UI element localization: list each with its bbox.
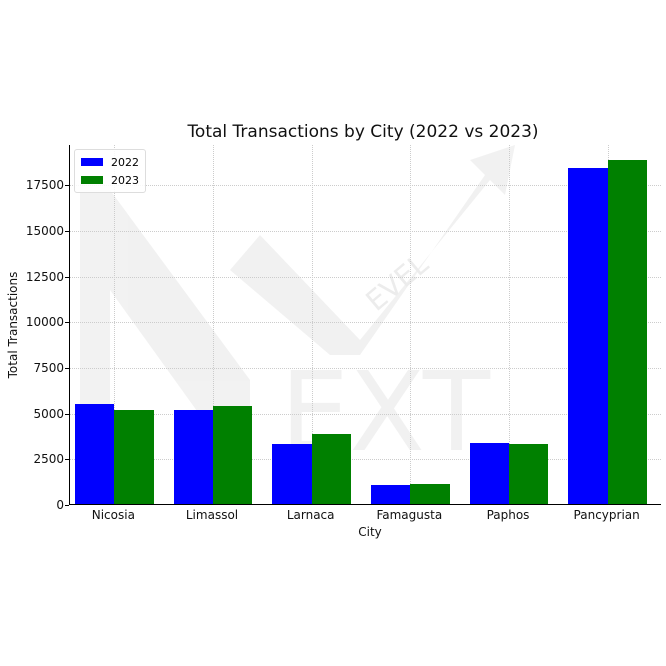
y-tick-mark <box>65 505 69 506</box>
x-tick-label: Famagusta <box>376 508 443 522</box>
bar-nicosia-2022 <box>74 404 115 504</box>
legend-item-2022: 2022 <box>81 153 139 171</box>
grid-line-h <box>70 367 661 369</box>
x-tick-label: Limassol <box>185 508 239 522</box>
grid-line-v <box>114 145 116 504</box>
grid-line-h <box>70 459 661 461</box>
y-tick-mark <box>65 413 69 415</box>
bar-paphos-2023 <box>509 443 549 504</box>
grid-line-h <box>70 230 661 232</box>
bar-paphos-2022 <box>469 442 509 504</box>
legend-label-2023: 2023 <box>111 173 139 187</box>
y-tick-label: 2500 <box>33 452 64 467</box>
plot-area <box>69 145 661 505</box>
y-tick-label: 0 <box>56 498 64 512</box>
y-tick-mark <box>65 230 69 232</box>
legend: 2022 2023 <box>74 149 146 193</box>
y-tick-label: 15000 <box>25 223 64 238</box>
legend-label-2022: 2022 <box>111 155 139 169</box>
bar-pancyprian-2022 <box>568 167 608 504</box>
legend-item-2023: 2023 <box>81 171 139 189</box>
bar-limassol-2023 <box>213 405 253 504</box>
y-tick-label: 7500 <box>33 360 64 375</box>
grid-line-v <box>509 145 510 504</box>
x-tick-label: Paphos <box>486 508 530 522</box>
bar-larnaca-2022 <box>272 443 312 504</box>
grid-line-h <box>70 322 661 324</box>
bar-pancyprian-2023 <box>607 160 648 504</box>
grid-line-h <box>70 185 661 187</box>
y-tick-label: 10000 <box>25 315 64 330</box>
grid-line-v <box>213 145 214 504</box>
grid-line-v <box>410 145 412 504</box>
y-tick-label: 5000 <box>33 406 64 421</box>
y-tick-mark <box>65 367 69 369</box>
bar-famagusta-2023 <box>410 483 450 504</box>
x-tick-label: Pancyprian <box>573 508 640 522</box>
y-tick-mark <box>65 459 69 461</box>
y-tick-label: 12500 <box>25 269 64 284</box>
bar-larnaca-2023 <box>311 434 352 504</box>
bar-limassol-2022 <box>173 409 213 504</box>
y-tick-mark <box>65 185 69 187</box>
x-tick-label: Nicosia <box>91 508 135 522</box>
chart-title: Total Transactions by City (2022 vs 2023… <box>187 122 539 142</box>
y-tick-label: 17500 <box>25 178 64 193</box>
grid-line-v <box>311 145 313 504</box>
grid-line-h <box>70 413 661 415</box>
y-tick-mark <box>65 276 69 278</box>
y-tick-mark <box>65 322 69 324</box>
bar-nicosia-2023 <box>114 410 154 504</box>
grid-line-h <box>70 276 661 278</box>
bar-famagusta-2022 <box>370 485 411 504</box>
x-tick-label: Larnaca <box>286 508 335 522</box>
legend-swatch-2023 <box>81 176 103 184</box>
x-axis-label: City <box>358 525 382 539</box>
legend-swatch-2022 <box>81 158 103 166</box>
